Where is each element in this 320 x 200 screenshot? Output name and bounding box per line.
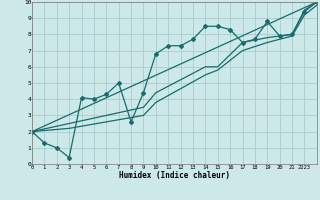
X-axis label: Humidex (Indice chaleur): Humidex (Indice chaleur) [119, 171, 230, 180]
